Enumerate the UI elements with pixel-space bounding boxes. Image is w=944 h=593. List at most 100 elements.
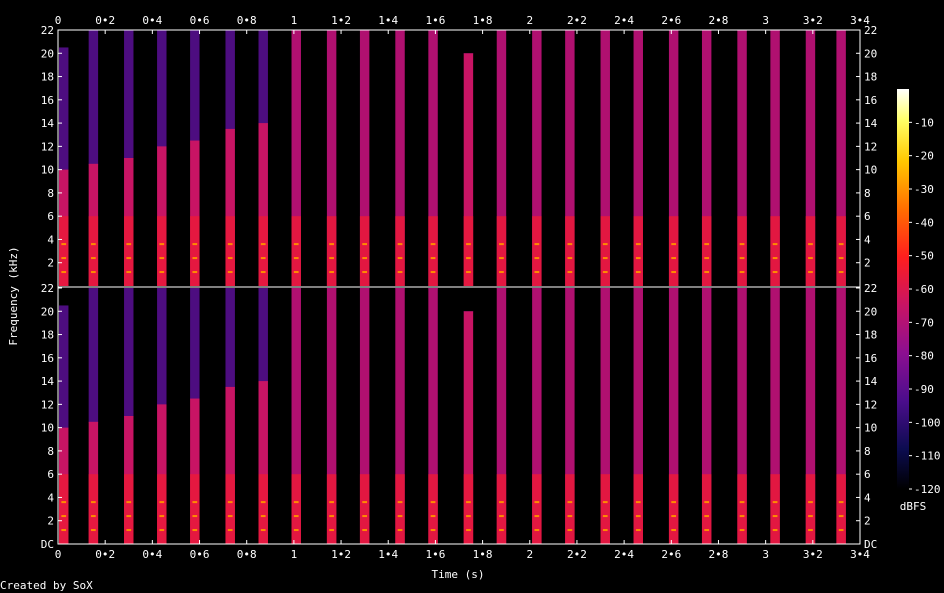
burst-harmonic — [499, 257, 504, 260]
burst-main-band — [737, 288, 747, 544]
x-tick-label-bottom: 2 — [526, 548, 533, 561]
burst-harmonic — [838, 501, 844, 504]
y-tick-label-left: 20 — [41, 305, 54, 318]
channel-1-burst — [395, 30, 405, 286]
channel-2-burst — [836, 288, 846, 544]
burst-harmonic — [126, 529, 132, 532]
burst-harmonic — [397, 515, 403, 518]
burst-low-band — [428, 216, 438, 286]
burst-harmonic — [567, 515, 573, 518]
burst-main-band — [190, 140, 200, 286]
burst-main-band — [225, 128, 235, 286]
burst-harmonic — [329, 243, 334, 246]
channel-1-burst — [463, 53, 474, 286]
burst-main-band — [359, 288, 370, 544]
burst-harmonic — [635, 271, 641, 274]
burst-harmonic — [91, 271, 96, 274]
x-tick-label-top: 2•6 — [661, 14, 681, 27]
burst-low-band — [770, 216, 780, 286]
burst-main-band — [668, 30, 679, 286]
burst-main-band — [600, 30, 610, 286]
burst-low-band — [124, 216, 134, 286]
x-tick-label-top: 1•8 — [473, 14, 493, 27]
x-tick-label-top: 0•2 — [95, 14, 115, 27]
burst-main-band — [496, 288, 507, 544]
channel-2-burst — [737, 288, 747, 544]
x-tick-label-top: 1•6 — [425, 14, 445, 27]
burst-harmonic — [61, 501, 67, 504]
burst-main-band — [395, 288, 405, 544]
y-tick-label-right: 12 — [864, 140, 877, 153]
colorbar-tick-label: -70 — [914, 316, 934, 329]
burst-low-band — [157, 474, 167, 544]
y-tick-label-left: 22 — [41, 24, 54, 37]
burst-upper-band — [124, 288, 134, 417]
colorbar-gradient — [897, 89, 909, 489]
y-tick-label-right: DC — [864, 538, 877, 551]
channel-2-burst — [565, 288, 575, 544]
channel-2-burst — [258, 288, 268, 544]
burst-harmonic — [739, 515, 745, 518]
burst-harmonic — [534, 257, 540, 260]
burst-harmonic — [567, 271, 573, 274]
y-tick-label-left: 4 — [47, 491, 54, 504]
x-tick-label-bottom: 0•8 — [237, 548, 257, 561]
burst-upper-band — [88, 30, 99, 165]
burst-harmonic — [260, 243, 266, 246]
y-tick-label-left: 12 — [41, 140, 54, 153]
burst-main-band — [701, 288, 712, 544]
burst-harmonic — [159, 271, 165, 274]
channel-2-burst — [359, 288, 370, 544]
burst-harmonic — [227, 529, 233, 532]
y-tick-label-right: 4 — [864, 233, 871, 246]
x-tick-label-bottom: 1•4 — [378, 548, 398, 561]
burst-harmonic — [704, 501, 710, 504]
y-tick-label-right: 14 — [864, 375, 878, 388]
created-by-credit: Created by SoX — [0, 579, 93, 592]
burst-harmonic — [91, 515, 96, 518]
x-tick-label-top: 2 — [526, 14, 533, 27]
burst-main-band — [258, 123, 268, 286]
channel-1-burst — [737, 30, 747, 286]
burst-low-band — [737, 216, 747, 286]
burst-harmonic — [602, 501, 608, 504]
y-tick-label-left: 8 — [47, 445, 54, 458]
channel-1-burst — [291, 30, 301, 286]
y-tick-label-left: 20 — [41, 47, 54, 60]
burst-main-band — [190, 398, 200, 544]
burst-low-band — [428, 474, 438, 544]
burst-harmonic — [534, 501, 540, 504]
burst-harmonic — [362, 501, 368, 504]
burst-harmonic — [534, 529, 540, 532]
burst-low-band — [836, 216, 846, 286]
burst-low-band — [737, 474, 747, 544]
burst-harmonic — [499, 515, 504, 518]
y-tick-label-left: 14 — [41, 117, 55, 130]
burst-harmonic — [772, 243, 778, 246]
burst-low-band — [395, 474, 405, 544]
burst-main-band — [633, 288, 643, 544]
burst-harmonic — [227, 257, 233, 260]
burst-low-band — [668, 474, 679, 544]
burst-main-band — [532, 288, 542, 544]
x-tick-label-top: 0•8 — [237, 14, 257, 27]
x-tick-label-top: 2•8 — [709, 14, 729, 27]
y-axis-label: Frequency (kHz) — [7, 246, 20, 345]
channel-2-burst — [291, 288, 301, 544]
burst-harmonic — [808, 501, 813, 504]
x-axis-label: Time (s) — [432, 568, 485, 581]
burst-harmonic — [499, 243, 504, 246]
channel-2-burst — [496, 288, 507, 544]
burst-harmonic — [260, 529, 266, 532]
x-tick-label-bottom: 1•8 — [473, 548, 493, 561]
y-tick-label-right: 20 — [864, 305, 877, 318]
burst-harmonic — [430, 271, 436, 274]
channel-2-burst — [157, 288, 167, 544]
burst-harmonic — [192, 515, 198, 518]
y-tick-label-left: 4 — [47, 233, 54, 246]
burst-harmonic — [362, 529, 368, 532]
burst-harmonic — [91, 529, 96, 532]
burst-main-band — [770, 288, 780, 544]
x-tick-label-top: 3•4 — [850, 14, 870, 27]
y-tick-label-right: 4 — [864, 491, 871, 504]
